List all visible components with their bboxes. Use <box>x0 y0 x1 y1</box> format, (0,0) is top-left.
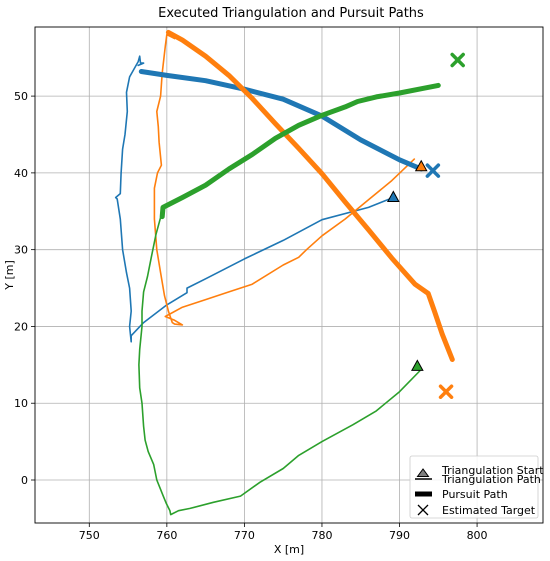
green-triangulation-path <box>138 205 421 516</box>
grid-lines <box>35 27 543 523</box>
y-tick-label: 20 <box>14 320 28 333</box>
target-stroke <box>450 52 465 68</box>
x-tick-label: 770 <box>234 529 255 542</box>
y-tick-label: 10 <box>14 397 28 410</box>
x-tick-label: 780 <box>311 529 332 542</box>
series-layer <box>114 29 465 516</box>
legend-box <box>409 455 539 519</box>
target-stroke <box>425 163 441 178</box>
plot-frame <box>34 26 544 524</box>
legend-target-marker <box>417 504 429 516</box>
x-tick-label: 790 <box>389 529 410 542</box>
y-tick-label: 30 <box>14 244 28 257</box>
blue-target-marker <box>425 163 441 178</box>
legend-start-marker <box>416 468 430 477</box>
x-tick-label: 760 <box>156 529 177 542</box>
target-stroke <box>438 384 454 399</box>
x-tick-label: 750 <box>79 529 100 542</box>
blue-start-marker <box>386 190 400 202</box>
green-pursuit-path <box>159 82 441 220</box>
legend-label-target: Estimated Target <box>442 504 536 517</box>
y-tick-label: 0 <box>21 474 28 487</box>
x-axis-label: X [m] <box>274 543 304 556</box>
axis-ticks: 750 760 770 780 790 800 0 10 20 30 40 50 <box>14 90 488 542</box>
legend-label-start: Triangulation Start <box>441 464 544 477</box>
y-tick-label: 40 <box>14 167 28 180</box>
chart-title: Executed Triangulation and Pursuit Paths <box>158 6 424 21</box>
green-start-marker <box>411 359 424 371</box>
orange-target-marker <box>438 384 454 399</box>
blue-triangulation-path <box>114 55 395 343</box>
y-axis-label: Y [m] <box>3 260 16 291</box>
legend-label-pursuit: Pursuit Path <box>442 488 508 501</box>
blue-pursuit-path <box>138 69 424 172</box>
x-tick-label: 800 <box>467 529 488 542</box>
y-tick-label: 50 <box>14 90 28 103</box>
orange-pursuit-path <box>165 29 455 362</box>
legend: Triangulation Start Triangulation Path P… <box>409 455 544 519</box>
orange-triangulation-path <box>153 33 416 326</box>
orange-start-marker <box>414 159 428 172</box>
green-target-marker <box>450 52 465 68</box>
legend-label-tri: Triangulation Path <box>441 473 541 486</box>
